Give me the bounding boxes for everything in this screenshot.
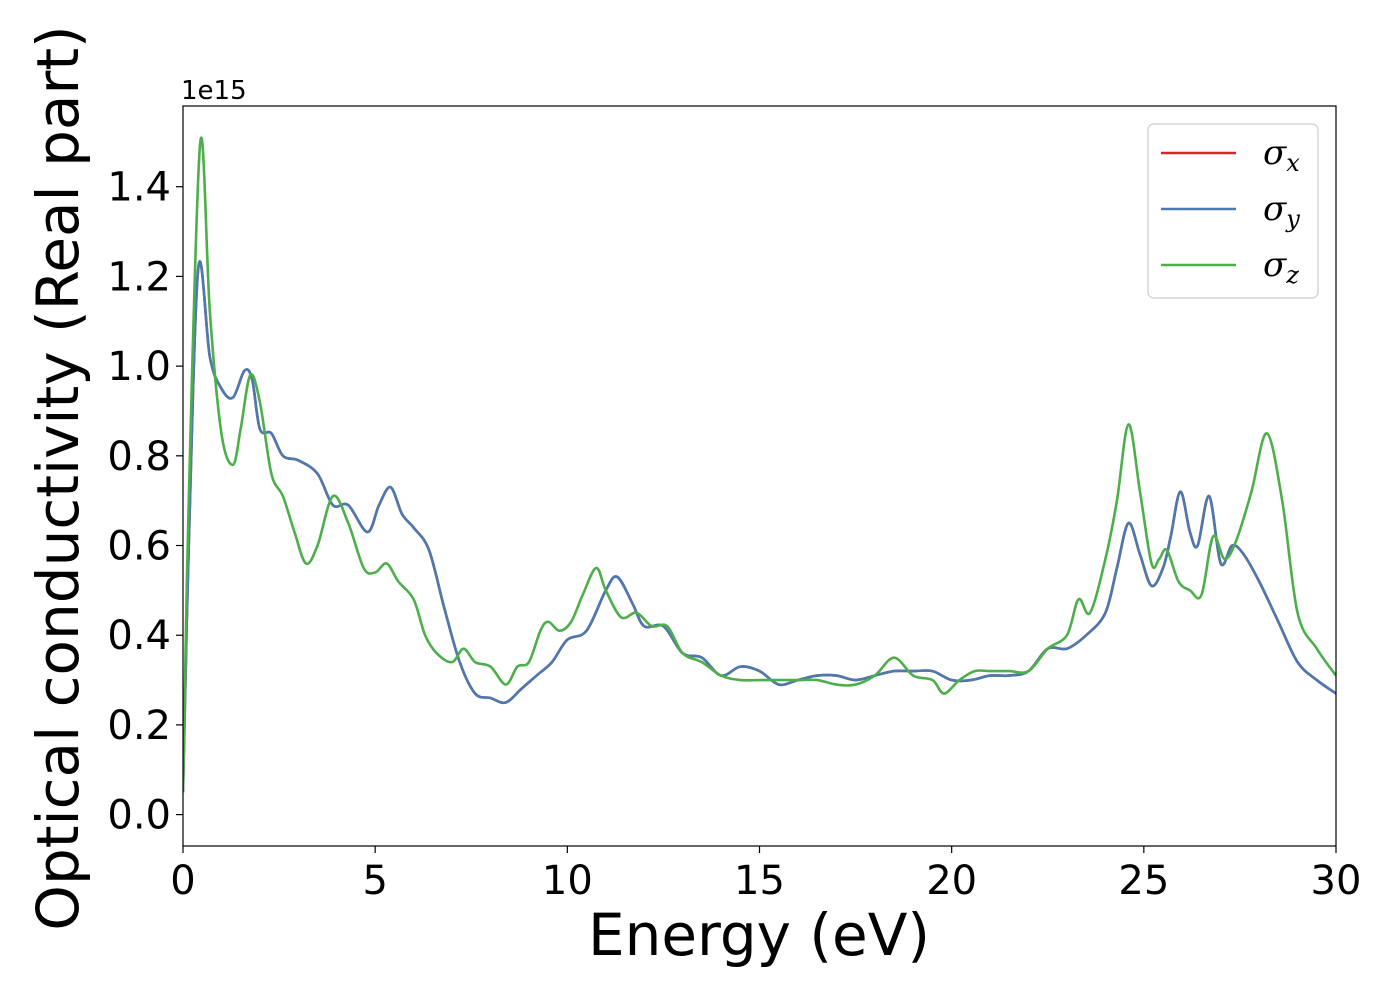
y-tick-label: 0.4 [107,613,171,659]
legend-label-x: σx [1263,133,1300,177]
y-tick-label: 0.6 [107,524,171,570]
y-tick-label: 0.8 [107,434,171,480]
y-tick-label: 1.0 [107,344,171,390]
y-axis-offset-label: 1e15 [181,76,247,106]
y-axis-label: Optical conductivity (Real part) [24,25,92,930]
x-axis-ticks: 0 5 10 15 20 25 30 [170,846,1361,904]
y-tick-label: 1.2 [107,254,171,300]
x-axis-label: Energy (eV) [588,901,930,969]
y-axis-ticks: 0.0 0.2 0.4 0.6 0.8 1.0 1.2 1.4 [107,165,183,839]
x-tick-label: 30 [1311,858,1362,904]
legend-box [1147,123,1319,299]
plot-area [183,136,1336,793]
x-tick-label: 0 [170,858,195,904]
legend-label-z: σz [1263,245,1299,289]
legend: σx σy σz [1147,123,1319,299]
x-tick-label: 10 [542,858,593,904]
y-tick-label: 0.2 [107,703,171,749]
x-tick-label: 15 [734,858,785,904]
y-tick-label: 0.0 [107,793,171,839]
legend-label-y: σy [1263,189,1300,233]
x-tick-label: 5 [362,858,387,904]
y-tick-label: 1.4 [107,165,171,211]
x-tick-label: 25 [1118,858,1169,904]
series-line-y [183,260,1336,793]
series-line-z [183,136,1336,793]
series-layer [183,136,1336,793]
x-tick-label: 20 [926,858,977,904]
